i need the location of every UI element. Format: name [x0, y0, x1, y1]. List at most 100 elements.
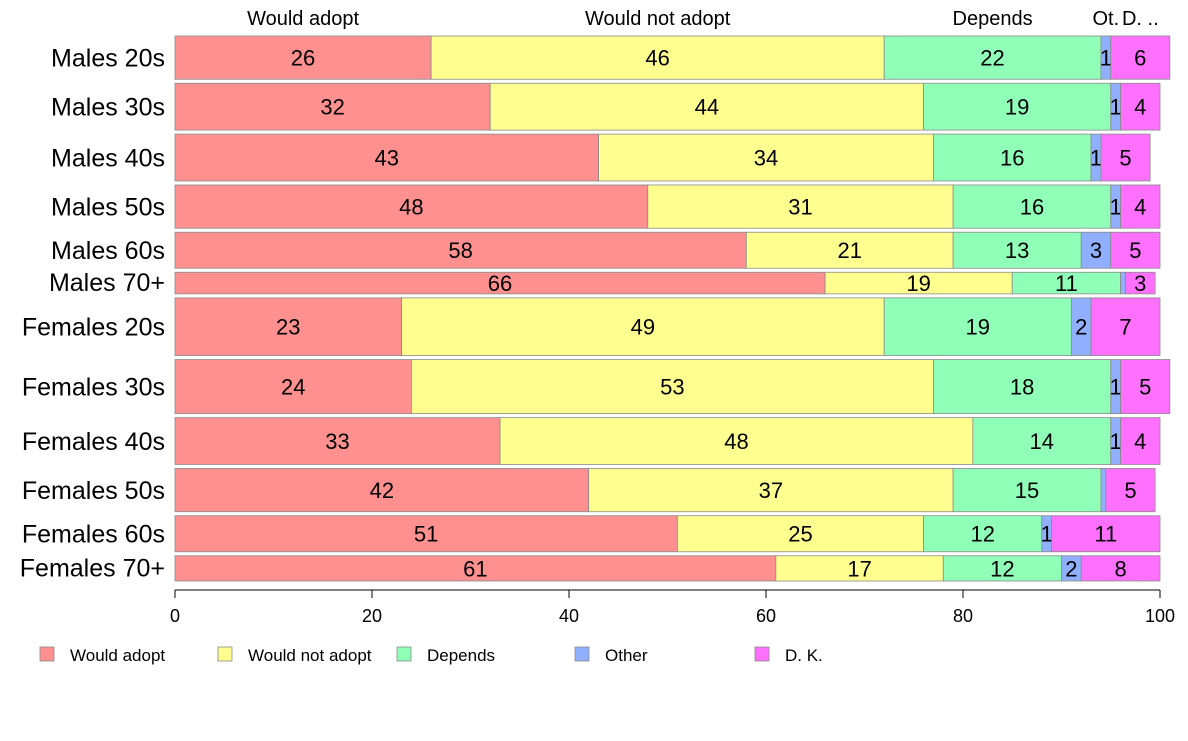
legend-swatch-d-k [754, 646, 770, 662]
bar-segment-would-adopt [174, 555, 777, 582]
bar-segment-d-k [1110, 231, 1161, 269]
data-label: 46 [645, 46, 669, 71]
bar-segment-d-k [1120, 359, 1171, 415]
data-label: 16 [1000, 146, 1024, 171]
data-label: 1 [1110, 375, 1122, 400]
legend-swatch-would-adopt [39, 646, 55, 662]
data-label: 1 [1041, 522, 1053, 547]
x-tick-label: 100 [1145, 606, 1175, 626]
legend-label: Would adopt [70, 646, 165, 665]
bar-segment-depends [933, 133, 1092, 182]
data-label: 44 [695, 95, 719, 120]
bar-segment-would-adopt [174, 35, 432, 80]
data-label: 51 [414, 522, 438, 547]
bar-segment-d-k [1120, 184, 1161, 229]
series-top-label: Would adopt [247, 8, 359, 30]
data-label: 1 [1090, 146, 1102, 171]
category-label: Females 30s [22, 374, 165, 402]
data-label: 3 [1134, 271, 1146, 296]
data-label: 13 [1005, 238, 1029, 263]
data-label: 53 [660, 375, 684, 400]
data-label: 19 [966, 315, 990, 340]
bar-segment-depends [883, 35, 1102, 80]
bar-segment-depends [952, 231, 1082, 269]
bar-segment-d-k [1100, 133, 1151, 182]
data-label: 18 [1010, 375, 1034, 400]
bar-segment-depends [942, 555, 1062, 582]
data-label: 32 [320, 95, 344, 120]
data-label: 61 [463, 556, 487, 581]
category-label: Males 20s [51, 45, 165, 73]
x-tick-label: 40 [559, 606, 579, 626]
data-label: 42 [370, 478, 394, 503]
category-label: Males 60s [51, 237, 165, 265]
bar-segment-depends [972, 417, 1112, 465]
data-label: 5 [1129, 238, 1141, 263]
data-label: 11 [1055, 271, 1078, 296]
legend-label: D. K. [785, 646, 823, 665]
data-label: 22 [980, 46, 1004, 71]
data-label: 1 [1100, 46, 1112, 71]
bar-segment-d-k [1051, 515, 1161, 553]
data-label: 17 [847, 556, 871, 581]
data-label: 48 [399, 195, 423, 220]
bar-segment-would-adopt [174, 184, 649, 229]
bar-segment-would-not-adopt [401, 297, 885, 356]
bars: 26 46 22 1 632 44 19 1 443 34 16 1 548 31 16 1 458 21 13 3 5… [174, 35, 1171, 582]
data-label: 4 [1134, 95, 1146, 120]
data-label: 1 [1110, 429, 1122, 454]
data-label: 8 [1114, 556, 1126, 581]
series-top-label: Ot. [1092, 8, 1119, 30]
bar-segment-would-not-adopt [676, 515, 924, 553]
bar-segment-would-adopt [174, 515, 678, 553]
bar-segment-depends [952, 184, 1112, 229]
bar-segment-d-k [1110, 35, 1171, 80]
data-label: 31 [788, 195, 812, 220]
bar-segment-other [1080, 231, 1112, 269]
bar-segment-would-not-adopt [745, 231, 954, 269]
data-label: 2 [1075, 315, 1087, 340]
data-label: 34 [754, 146, 778, 171]
legend-label: Other [605, 646, 648, 665]
category-label: Females 40s [22, 428, 165, 456]
bar-segment-depends [883, 297, 1072, 356]
data-label: 5 [1119, 146, 1131, 171]
bar-segment-other [1100, 468, 1107, 513]
bar-segment-would-not-adopt [430, 35, 885, 80]
data-label: 48 [724, 429, 748, 454]
series-top-label: D. .. [1122, 8, 1159, 30]
series-top-label: Would not adopt [585, 8, 731, 30]
series-top-label: Depends [953, 8, 1033, 30]
legend-label: Depends [427, 646, 495, 665]
legend-swatch-depends [396, 646, 412, 662]
top-series-labels: Would adopt Would not adopt Depends Ot. D. .… [247, 8, 1159, 30]
data-label: 7 [1119, 315, 1131, 340]
bar-segment-d-k [1120, 417, 1161, 465]
data-label: 37 [759, 478, 783, 503]
bar-segment-would-not-adopt [598, 133, 934, 182]
legend-label: Would not adopt [248, 646, 372, 665]
bar-segment-other [1120, 271, 1126, 295]
data-label: 66 [488, 271, 512, 296]
category-label: Males 70+ [49, 269, 165, 297]
x-tick-label: 80 [953, 606, 973, 626]
category-label: Males 30s [51, 94, 165, 122]
x-axis: 0 20 40 60 80 100 [170, 589, 1175, 626]
bar-segment-would-adopt [174, 297, 402, 356]
bar-segment-would-not-adopt [588, 468, 954, 513]
bar-segment-d-k [1105, 468, 1156, 513]
data-label: 2 [1065, 556, 1077, 581]
data-label: 6 [1134, 46, 1146, 71]
data-label: 1 [1110, 95, 1122, 120]
category-label: Females 70+ [20, 554, 165, 582]
category-label: Males 40s [51, 145, 165, 173]
data-label: 5 [1139, 375, 1151, 400]
data-label: 23 [276, 315, 300, 340]
x-tick-label: 20 [362, 606, 382, 626]
category-label: Females 50s [22, 477, 165, 505]
category-label: Males 50s [51, 194, 165, 222]
bar-segment-would-not-adopt [647, 184, 954, 229]
bar-segment-d-k [1125, 271, 1156, 295]
